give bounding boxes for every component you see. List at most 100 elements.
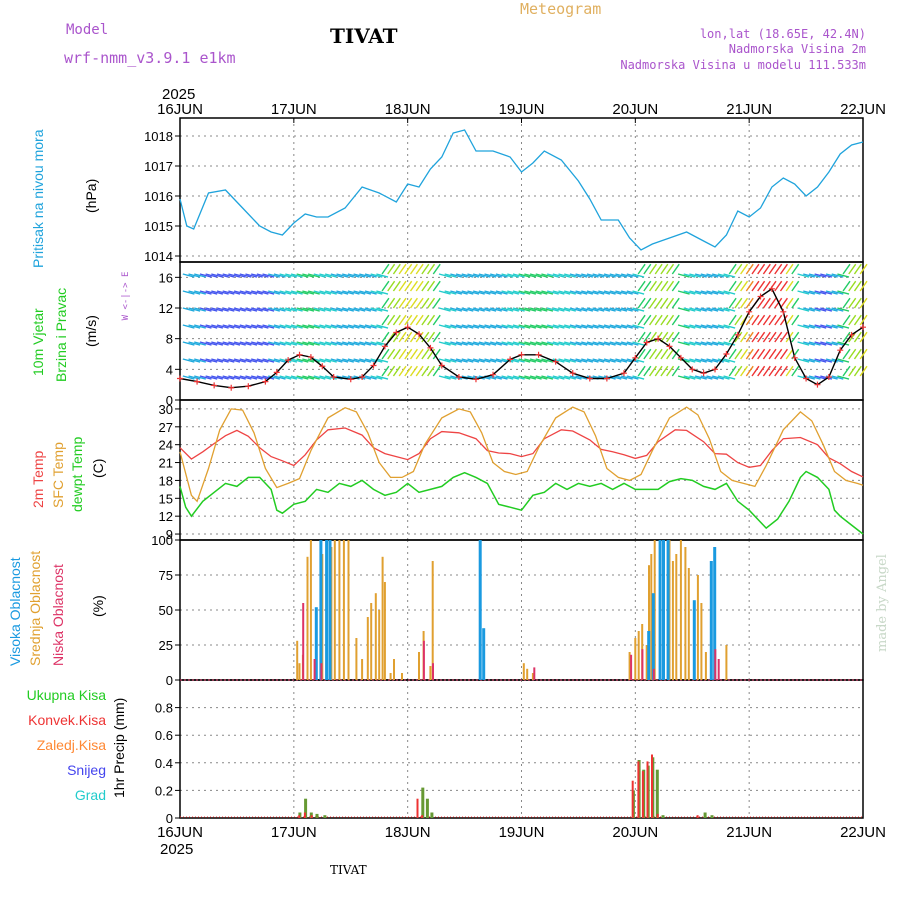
wind-barb: [808, 358, 821, 363]
wind-barb: [211, 358, 224, 363]
wind-barb: [324, 358, 337, 363]
wind-barb: [307, 307, 320, 312]
wind-barb: [262, 358, 275, 363]
wind-barb: [837, 307, 850, 312]
wind-barb: [182, 358, 195, 363]
wind-barb: [262, 324, 275, 329]
wind-barb: [319, 273, 332, 278]
wind-barb: [762, 331, 771, 343]
wind-barb: [307, 324, 320, 329]
wind-barb: [182, 375, 195, 380]
wind-barb: [814, 273, 827, 278]
wind-barb: [364, 307, 377, 312]
wind-barb: [632, 290, 645, 295]
wind-barb: [564, 290, 576, 295]
wind-barb: [302, 324, 315, 329]
wind-barb: [188, 324, 201, 329]
wind-barb: [768, 331, 777, 343]
wind-barb: [268, 290, 280, 295]
wind-barb: [677, 324, 690, 329]
wind-barb: [581, 358, 594, 363]
wind-gust-marker: [535, 351, 542, 358]
wind-barb: [182, 290, 195, 295]
wind-barb: [342, 324, 354, 329]
wind-barb: [648, 297, 657, 309]
wind-barb: [194, 341, 206, 346]
wind-barb: [285, 324, 298, 329]
wind-barb: [427, 314, 436, 326]
wind-barb: [654, 365, 663, 377]
wind-barb: [233, 324, 246, 329]
wind-barb: [205, 341, 218, 346]
wind-barb: [273, 358, 286, 363]
wind-barb: [182, 324, 195, 329]
wind-gust-marker: [438, 362, 445, 369]
conv-precip-bar: [303, 812, 306, 818]
wind-barb: [757, 365, 766, 377]
wind-barb: [643, 314, 652, 326]
wind-barb: [581, 273, 594, 278]
wind-barb: [734, 348, 743, 360]
wind-barb: [654, 263, 663, 275]
y-tick-label: 25: [159, 638, 173, 653]
wind-barb: [648, 263, 657, 275]
wind-barb: [524, 290, 537, 295]
wind-barb: [194, 375, 206, 380]
wind-barb: [546, 324, 559, 329]
wind-barb: [347, 341, 360, 346]
x-tick-label-bottom: 16JUN: [157, 824, 203, 841]
wind-barb: [820, 341, 833, 346]
wind-gust-marker: [825, 374, 832, 380]
wind-barb: [831, 273, 844, 278]
wind-barb: [467, 290, 480, 295]
legend-hail: Grad: [75, 787, 106, 803]
wind-barb: [671, 348, 680, 360]
wind-barb: [387, 365, 396, 377]
wind-barb: [381, 280, 390, 292]
wind-barb: [387, 280, 396, 292]
legend-frozen-precip: Zaledj.Kisa: [37, 737, 106, 753]
wind-barb: [404, 263, 413, 275]
wind-barb: [421, 314, 430, 326]
wind-barb: [450, 341, 463, 346]
wind-barb: [211, 307, 224, 312]
wind-barb: [643, 280, 652, 292]
wind-barb: [768, 297, 777, 309]
wind-gust-marker: [490, 371, 497, 378]
wind-barb: [774, 365, 783, 377]
wind-barb: [666, 280, 675, 292]
wind-barb: [723, 375, 736, 380]
wind-barb: [484, 358, 497, 363]
wind-barb: [552, 290, 565, 295]
wind-barb: [853, 314, 862, 326]
y-tick-label: 1015: [144, 219, 173, 234]
wind-barb: [785, 297, 794, 309]
wind-barb: [199, 307, 212, 312]
mid-cloud-bar: [374, 593, 377, 680]
wind-barb: [774, 348, 783, 360]
panel-frame: [179, 679, 864, 819]
mid-cloud-bar: [634, 638, 637, 680]
wind-barb: [592, 290, 605, 295]
wind-gust-marker: [211, 382, 218, 389]
wind-barb: [205, 273, 218, 278]
wind-barb: [211, 341, 224, 346]
wind-barb: [529, 375, 542, 380]
wind-gust-marker: [768, 285, 775, 292]
wind-barb: [535, 324, 548, 329]
wind-barb: [256, 307, 269, 312]
wind-barb: [666, 314, 675, 326]
wind-barb: [450, 358, 463, 363]
wind-barb: [648, 365, 657, 377]
wind-barb: [370, 307, 383, 312]
wind-barb: [490, 358, 502, 363]
wind-barb: [273, 324, 286, 329]
wind-barb: [552, 273, 565, 278]
wind-barb: [211, 273, 224, 278]
wind-gust-marker: [586, 375, 593, 382]
wind-barb: [518, 341, 531, 346]
wind-gust-marker: [472, 376, 479, 383]
wind-barb: [438, 273, 451, 278]
legend-conv-precip: Konvek.Kisa: [28, 712, 106, 728]
y-tick-label: 50: [159, 603, 173, 618]
